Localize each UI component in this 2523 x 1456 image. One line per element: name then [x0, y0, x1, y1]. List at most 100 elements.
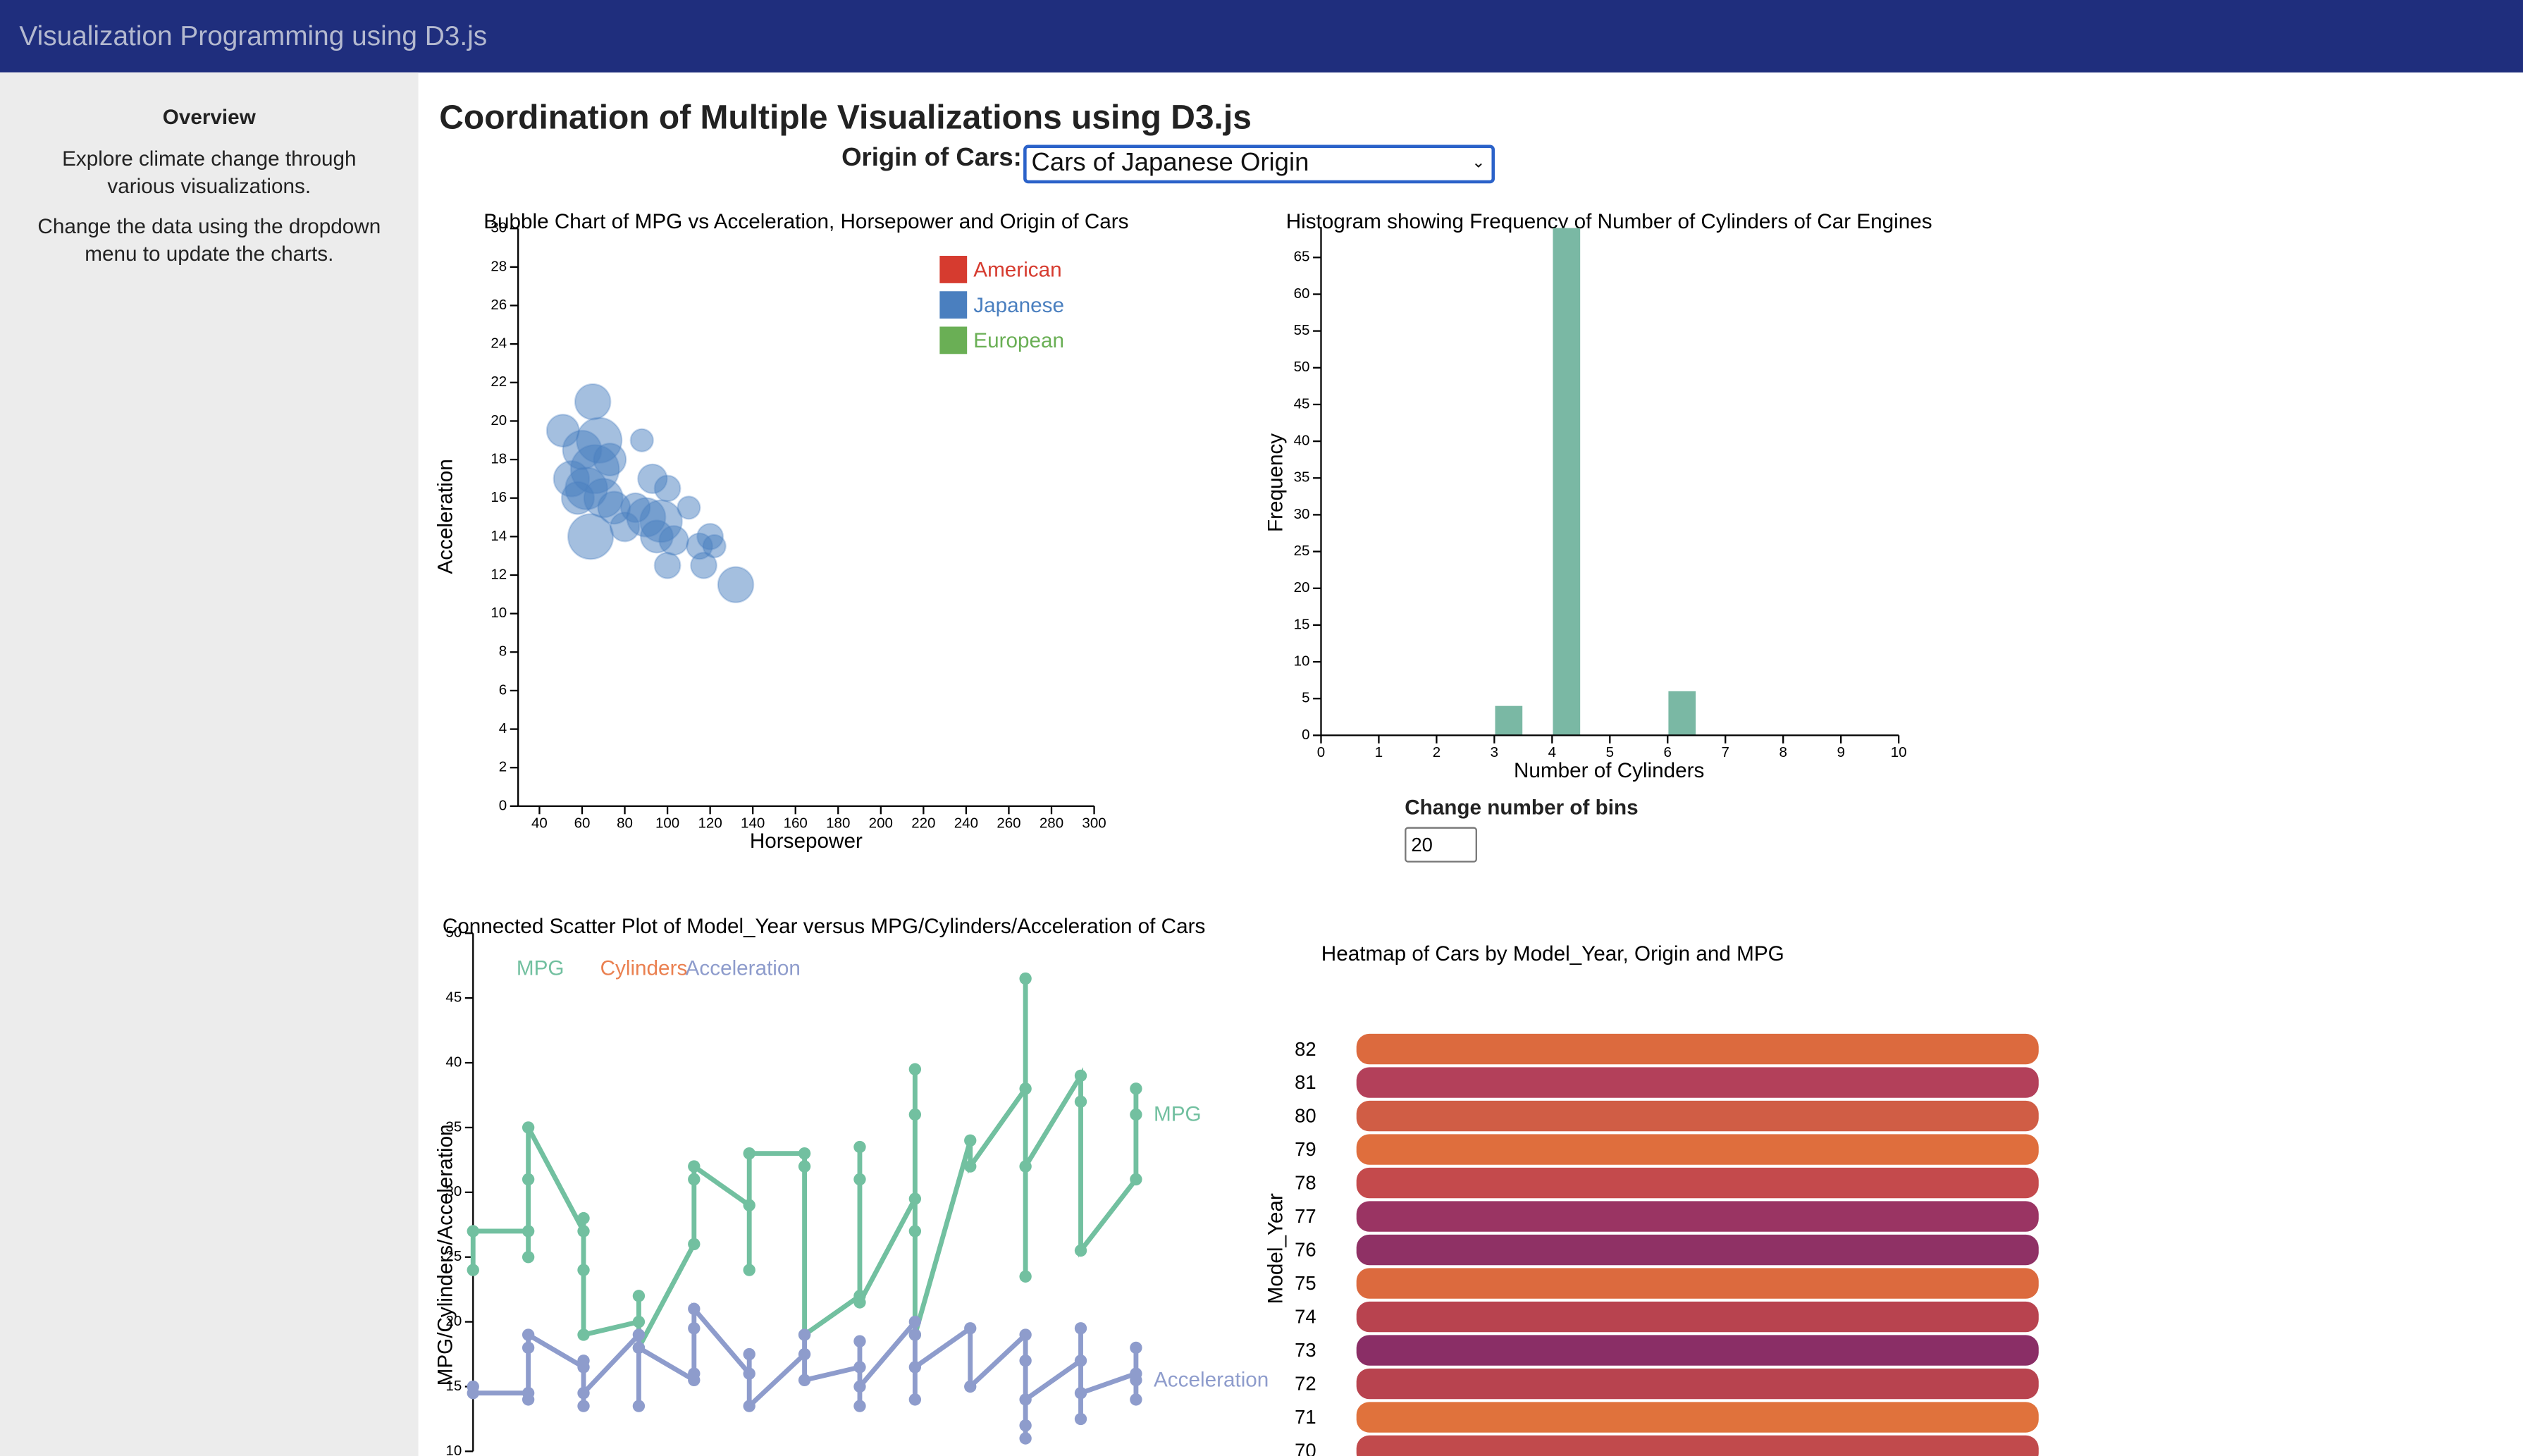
heat-cell: [1356, 1234, 2039, 1266]
header: Visualization Programming using D3.js: [0, 0, 2523, 73]
origin-dropdown[interactable]: Cars of Japanese Origin ⌄: [1023, 144, 1495, 184]
point: [798, 1147, 811, 1160]
point: [798, 1374, 811, 1386]
bubble: [560, 481, 595, 515]
point: [688, 1160, 701, 1173]
row-label: 71: [1295, 1406, 1316, 1428]
point: [522, 1173, 535, 1186]
y-tick-label: 10: [491, 605, 507, 621]
row-label: 73: [1295, 1339, 1316, 1361]
heat-cell: [1356, 1033, 2039, 1065]
dropdown-chevron[interactable]: ⌄: [1472, 154, 1486, 173]
x-tick-label: 160: [784, 815, 808, 831]
point: [743, 1347, 755, 1361]
bubble: [567, 513, 615, 560]
point: [632, 1315, 646, 1328]
chart-title: Connected Scatter Plot of Model_Year ver…: [443, 915, 1205, 938]
x-tick-label: 40: [531, 815, 548, 831]
y-tick-label: 20: [1294, 579, 1310, 596]
y-tick-label: 45: [445, 989, 462, 1006]
x-tick-label: 140: [741, 815, 765, 831]
y-tick-label: 26: [491, 297, 507, 313]
y-tick-label: 28: [491, 258, 507, 274]
point: [522, 1225, 535, 1238]
legend-label: MPG: [517, 957, 565, 980]
x-tick-label: 280: [1040, 815, 1063, 831]
point: [1130, 1108, 1142, 1121]
y-tick-label: 30: [445, 1183, 462, 1199]
x-tick-label: 5: [1606, 744, 1614, 760]
point: [853, 1173, 866, 1186]
point: [632, 1328, 646, 1341]
x-tick-label: 9: [1837, 744, 1844, 760]
row-label: 75: [1295, 1272, 1316, 1294]
y-tick-label: 55: [1294, 322, 1310, 338]
bubble: [690, 551, 717, 579]
x-axis-label: Number of Cylinders: [1514, 759, 1704, 782]
legend-label: European: [973, 329, 1064, 352]
y-axis-label: Frequency: [1264, 433, 1288, 532]
row-label: 82: [1295, 1038, 1316, 1060]
x-tick-label: 200: [869, 815, 893, 831]
heat-cell: [1356, 1134, 2039, 1165]
bubble: [619, 492, 651, 524]
histogram-bar: [1668, 691, 1696, 736]
x-axis-label: Horsepower: [750, 829, 863, 853]
heat-cell: [1356, 1368, 2039, 1400]
point: [964, 1134, 977, 1147]
dropdown-label: Origin of Cars:: [841, 144, 1022, 173]
point: [1019, 1355, 1032, 1367]
point: [798, 1160, 811, 1173]
point: [743, 1199, 755, 1211]
x-tick-label: 100: [655, 815, 679, 831]
y-tick-label: 65: [1294, 249, 1310, 265]
point: [853, 1296, 866, 1309]
heat-cell: [1356, 1167, 2039, 1199]
x-tick-label: 3: [1491, 744, 1498, 760]
chart-title: Heatmap of Cars by Model_Year, Origin an…: [1321, 942, 1784, 965]
x-tick-label: 10: [1891, 744, 1907, 760]
point: [743, 1400, 755, 1412]
bins-input[interactable]: 20: [1405, 827, 1477, 863]
x-tick-label: 60: [574, 815, 591, 831]
y-tick-label: 6: [499, 681, 507, 698]
point: [743, 1264, 755, 1276]
point: [853, 1361, 866, 1374]
x-tick-label: 8: [1779, 744, 1787, 760]
point: [964, 1160, 977, 1173]
y-tick-label: 8: [499, 643, 507, 660]
x-tick-label: 7: [1722, 744, 1729, 760]
point: [964, 1380, 977, 1393]
y-tick-label: 30: [491, 220, 507, 236]
end-label: Acceleration: [1154, 1368, 1269, 1391]
y-tick-label: 0: [1302, 727, 1309, 743]
header-title: Visualization Programming using D3.js: [19, 20, 488, 52]
point: [1019, 972, 1032, 985]
row-label: 77: [1295, 1205, 1316, 1227]
bubble: [658, 525, 689, 556]
chart-title: Bubble Chart of MPG vs Acceleration, Hor…: [483, 210, 1128, 233]
y-tick-label: 25: [1294, 543, 1310, 559]
legend-label: Cylinders: [600, 957, 688, 980]
point: [1019, 1393, 1032, 1406]
point: [1074, 1322, 1087, 1335]
bubble: [653, 474, 681, 502]
row-label: 79: [1295, 1138, 1316, 1160]
point: [688, 1322, 701, 1335]
point: [577, 1211, 590, 1225]
heat-cell: [1356, 1268, 2039, 1299]
y-axis-label: Acceleration: [434, 459, 457, 574]
point: [1019, 1432, 1032, 1445]
heat-cell: [1356, 1201, 2039, 1232]
y-tick-label: 10: [445, 1443, 462, 1456]
point: [577, 1328, 590, 1341]
point: [1130, 1341, 1142, 1355]
point: [467, 1225, 479, 1238]
dropdown-value[interactable]: Cars of Japanese Origin: [1031, 149, 1309, 178]
point: [1130, 1393, 1142, 1406]
point: [577, 1264, 590, 1276]
point: [1130, 1082, 1142, 1095]
point: [688, 1367, 701, 1380]
point: [853, 1380, 866, 1393]
